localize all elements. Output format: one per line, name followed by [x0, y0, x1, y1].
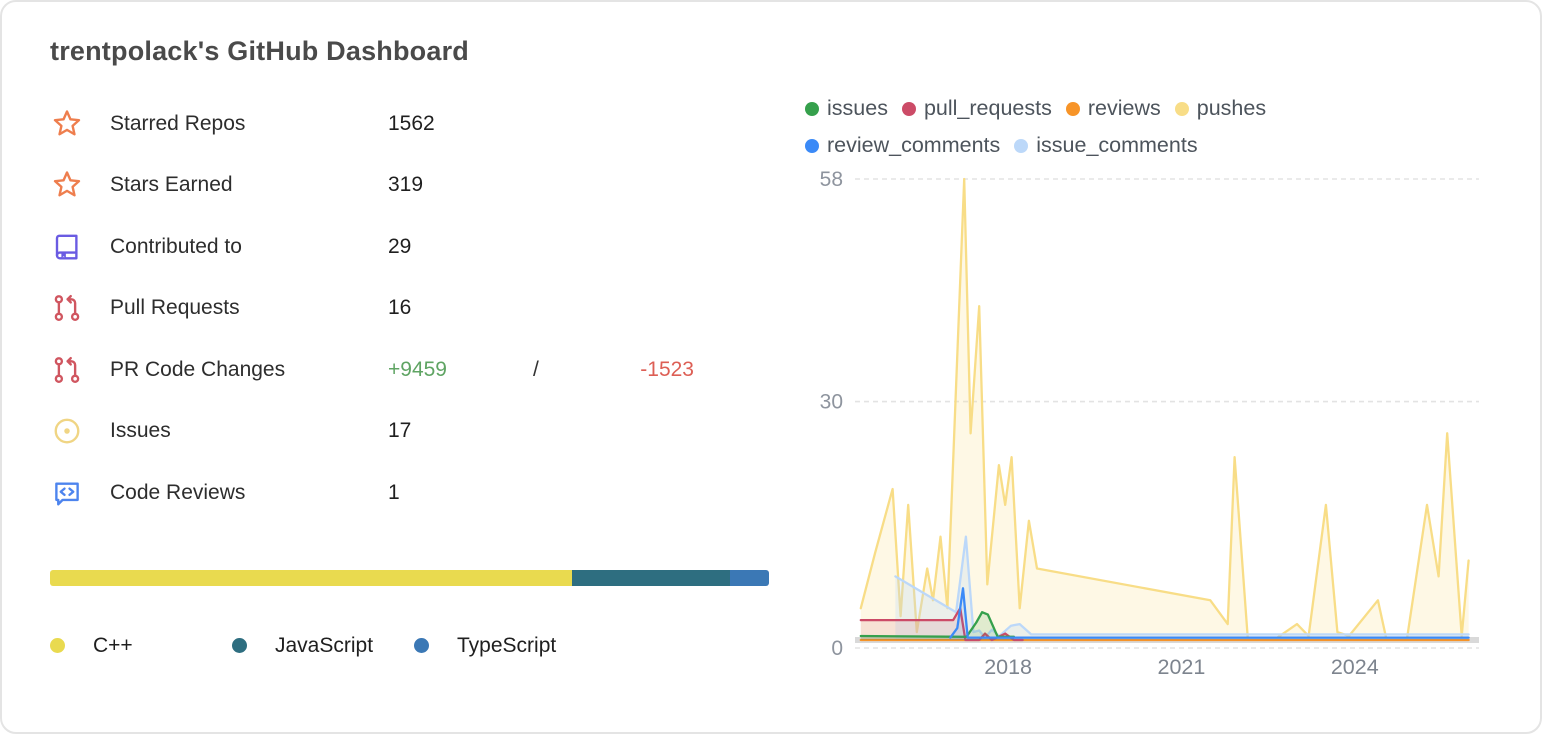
x-tick-label: 2024 — [1331, 655, 1379, 679]
pushes-line — [859, 177, 1470, 642]
issue-icon — [50, 414, 84, 448]
additions-deletions-separator: / — [532, 357, 539, 381]
star-icon — [50, 168, 84, 202]
stat-label: Starred Repos — [110, 111, 246, 135]
stat-row-pull-requests: Pull Requests 16 — [50, 278, 769, 340]
pr-code-changes-value: +9459 / -1523 — [388, 358, 694, 382]
pushes-legend-dot — [1174, 101, 1189, 116]
review-comments-legend-dot — [805, 138, 819, 153]
activity-chart: 0 30 58 2018 2021 2024 — [820, 168, 1479, 679]
legend-label: issues — [827, 96, 888, 120]
stat-row-starred-repos: Starred Repos 1562 — [50, 93, 769, 155]
additions-value: +9459 — [388, 357, 447, 381]
stat-row-issues: Issues 17 — [50, 401, 769, 463]
stat-value: 1562 — [388, 111, 435, 135]
language-legend-item: C++ — [50, 634, 232, 658]
language-label: C++ — [93, 633, 133, 657]
issue-comments-legend-dot — [1014, 138, 1029, 153]
chart-legend: issues pull_requests reviews pushes — [805, 96, 1510, 158]
book-icon — [50, 230, 84, 264]
pushes-area — [860, 179, 1469, 640]
stat-value: 16 — [388, 296, 412, 320]
code-review-icon — [50, 476, 84, 510]
pull_requests-area — [860, 608, 1023, 640]
stat-label: PR Code Changes — [110, 357, 286, 381]
language-label: JavaScript — [275, 633, 374, 657]
y-tick-label: 58 — [820, 170, 843, 191]
legend-label: review_comments — [827, 133, 1001, 157]
legend-item-issue-comments: issue_comments — [1014, 133, 1198, 158]
stat-label: Issues — [110, 419, 171, 443]
language-legend: C++ JavaScript TypeScript — [50, 634, 769, 658]
legend-item-pull-requests: pull_requests — [901, 96, 1052, 121]
legend-label: reviews — [1087, 96, 1161, 120]
language-segment-cpp — [50, 569, 572, 586]
legend-item-pushes: pushes — [1174, 96, 1267, 121]
page-title: trentpolack's GitHub Dashboard — [50, 36, 469, 66]
javascript-color-dot — [232, 638, 247, 653]
stat-row-pr-code-changes: PR Code Changes +9459 / -1523 — [50, 339, 769, 401]
typescript-color-dot — [414, 638, 429, 653]
stat-label: Code Reviews — [110, 480, 246, 504]
pull-request-icon — [50, 353, 84, 387]
issue_comments-line — [894, 535, 1470, 639]
language-segment-javascript — [571, 569, 731, 586]
y-tick-label: 0 — [831, 637, 843, 660]
reviews-legend-dot — [1065, 101, 1080, 116]
legend-item-review-comments: review_comments — [805, 133, 1000, 158]
deletions-value: -1523 — [640, 357, 694, 381]
issue_comments-area — [895, 536, 1469, 640]
stat-label: Stars Earned — [110, 173, 233, 197]
language-legend-item: TypeScript — [414, 634, 556, 658]
legend-item-reviews: reviews — [1065, 96, 1161, 121]
x-tick-label: 2018 — [984, 655, 1032, 679]
issues-legend-dot — [805, 101, 819, 116]
stats-list: Starred Repos 1562 Stars Earned 319 Cont… — [50, 93, 769, 524]
activity-panel: issues pull_requests reviews pushes — [797, 2, 1540, 732]
y-tick-label: 30 — [820, 391, 843, 414]
language-legend-item: JavaScript — [232, 634, 414, 658]
stat-label: Pull Requests — [110, 296, 240, 320]
language-segment-typescript — [730, 569, 769, 586]
stats-panel: trentpolack's GitHub Dashboard Starred R… — [2, 2, 797, 732]
stat-label: Contributed to — [110, 234, 242, 258]
cpp-color-dot — [50, 638, 65, 653]
pull-requests-legend-dot — [901, 101, 916, 116]
x-tick-label: 2021 — [1158, 655, 1206, 679]
chart-legend-row: issues pull_requests reviews pushes — [805, 96, 1510, 121]
language-label: TypeScript — [457, 633, 557, 657]
legend-item-issues: issues — [805, 96, 888, 121]
stat-value: 319 — [388, 173, 424, 197]
language-bar — [50, 569, 769, 586]
issues-area — [860, 612, 1014, 640]
chart-legend-row: review_comments issue_comments — [805, 133, 1510, 158]
legend-label: issue_comments — [1036, 133, 1198, 157]
stat-value: 17 — [388, 419, 412, 443]
legend-label: pushes — [1196, 96, 1267, 120]
review_comments-line — [949, 587, 1470, 639]
star-icon — [50, 107, 84, 141]
legend-label: pull_requests — [923, 96, 1052, 120]
stat-value: 29 — [388, 234, 412, 258]
stat-row-contributed-to: Contributed to 29 — [50, 216, 769, 278]
stat-value: 1 — [388, 480, 400, 504]
stat-row-code-reviews: Code Reviews 1 — [50, 462, 769, 524]
stat-row-stars-earned: Stars Earned 319 — [50, 155, 769, 217]
pull-request-icon — [50, 291, 84, 325]
